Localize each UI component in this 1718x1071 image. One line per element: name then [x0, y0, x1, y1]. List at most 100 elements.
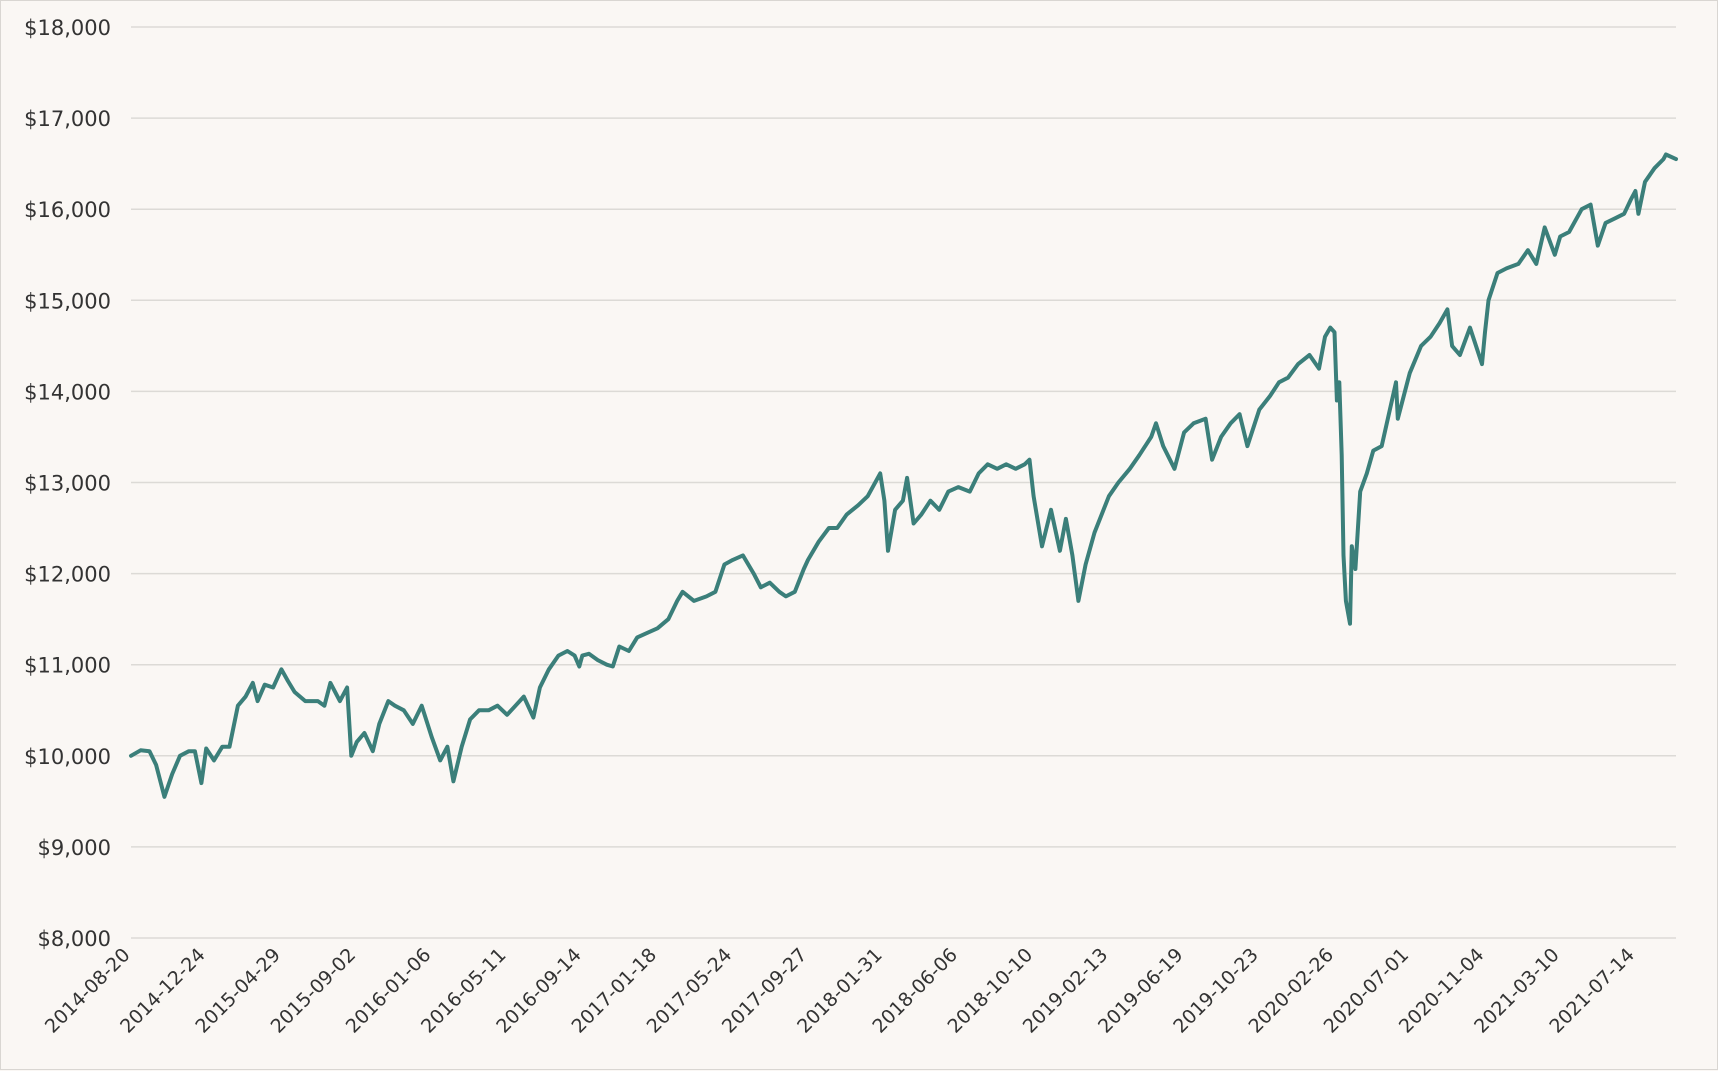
data-point	[1450, 344, 1454, 348]
data-point	[244, 695, 248, 699]
data-point	[1553, 253, 1557, 257]
data-point	[178, 754, 182, 758]
data-point	[129, 754, 133, 758]
data-point	[402, 708, 406, 712]
data-point	[1040, 544, 1044, 548]
data-point	[793, 590, 797, 594]
data-point	[1429, 335, 1433, 339]
data-point	[1468, 326, 1472, 330]
data-point	[587, 652, 591, 656]
y-tick-label: $17,000	[24, 107, 111, 131]
data-point	[722, 563, 726, 566]
grid-layer	[131, 26, 1676, 939]
data-point	[1622, 212, 1626, 216]
y-tick-label: $8,000	[38, 927, 111, 951]
data-point	[912, 522, 916, 525]
data-point	[1149, 435, 1153, 439]
data-point	[1257, 408, 1261, 412]
data-point	[946, 490, 950, 494]
data-point	[547, 667, 551, 671]
data-point	[1505, 266, 1508, 270]
data-point	[322, 704, 326, 708]
data-point	[1344, 599, 1348, 603]
data-point	[1333, 330, 1336, 334]
data-point	[692, 599, 696, 603]
data-point	[878, 471, 882, 475]
data-point	[1014, 467, 1018, 471]
series-layer	[129, 152, 1678, 799]
data-point	[1526, 248, 1530, 252]
data-point	[345, 686, 349, 689]
data-point	[411, 722, 415, 726]
data-point	[1342, 553, 1345, 557]
data-point	[522, 695, 526, 699]
data-point	[468, 717, 472, 721]
data-point	[1496, 271, 1499, 275]
data-point	[451, 779, 455, 783]
y-tick-label: $11,000	[24, 654, 111, 678]
data-point	[1408, 371, 1412, 375]
data-point	[882, 499, 886, 503]
data-point	[901, 499, 905, 503]
data-point	[1268, 394, 1272, 398]
data-point	[316, 699, 320, 703]
data-point	[279, 667, 283, 671]
data-point	[806, 558, 810, 562]
data-point	[430, 736, 434, 740]
data-point	[1023, 462, 1027, 466]
data-point	[1480, 362, 1484, 366]
data-point	[1380, 444, 1384, 448]
data-point	[928, 499, 932, 503]
data-point	[199, 781, 203, 785]
data-point	[777, 590, 781, 594]
data-point	[937, 508, 941, 512]
data-point	[1154, 421, 1158, 425]
data-point	[784, 594, 788, 598]
data-point	[645, 631, 649, 635]
data-point	[1286, 376, 1290, 380]
y-tick-label: $12,000	[24, 563, 111, 587]
data-point	[596, 658, 600, 662]
data-point	[393, 704, 397, 708]
data-point	[355, 740, 359, 744]
data-point	[1161, 444, 1165, 448]
y-tick-label: $16,000	[24, 198, 111, 222]
data-point	[286, 679, 290, 683]
data-point	[1371, 449, 1375, 453]
data-point	[514, 704, 517, 708]
data-point	[1396, 417, 1400, 421]
data-point	[752, 572, 756, 576]
data-point	[1173, 467, 1176, 471]
data-point	[611, 665, 615, 668]
data-point	[1296, 362, 1300, 366]
data-point	[1353, 567, 1357, 571]
data-point	[827, 526, 831, 530]
data-point	[573, 654, 577, 658]
data-point	[1458, 353, 1462, 357]
data-point	[386, 699, 390, 703]
data-point	[1445, 307, 1449, 311]
data-point	[148, 749, 151, 753]
data-point	[565, 649, 569, 653]
data-point	[759, 585, 763, 589]
data-point	[1633, 189, 1637, 193]
data-point	[263, 683, 267, 687]
data-point	[496, 704, 499, 708]
data-point	[995, 467, 999, 471]
data-point	[856, 503, 860, 507]
data-point	[349, 754, 353, 758]
data-point	[845, 512, 849, 516]
data-point	[228, 745, 231, 749]
data-point	[556, 654, 560, 658]
data-point	[1643, 180, 1647, 184]
data-point	[1070, 553, 1074, 557]
data-point	[1580, 207, 1584, 211]
data-point	[1323, 335, 1327, 339]
data-point	[1128, 467, 1132, 471]
data-point	[1636, 212, 1640, 216]
data-point	[1032, 494, 1036, 498]
data-point	[162, 795, 166, 799]
data-point	[1543, 225, 1547, 229]
data-point	[204, 747, 208, 750]
